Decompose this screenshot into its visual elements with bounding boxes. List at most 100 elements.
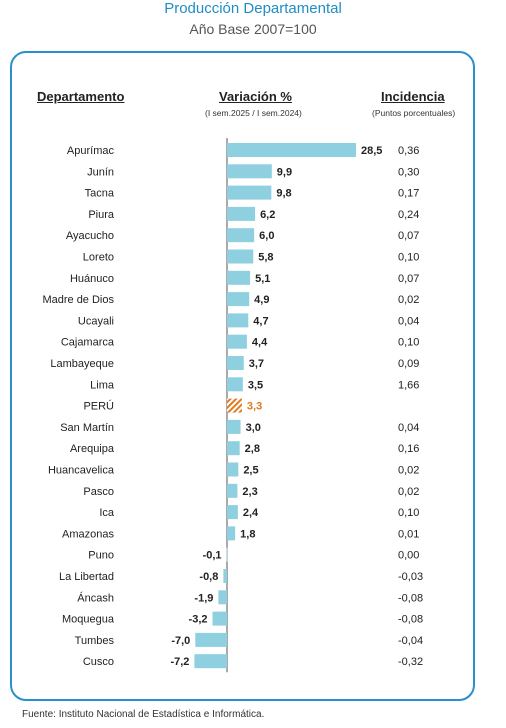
value-label: 5,1: [255, 273, 270, 285]
category-label: Pasco: [83, 486, 114, 498]
category-label: Amazonas: [62, 528, 114, 540]
incidence-label: 0,30: [398, 166, 419, 178]
chart-title: Producción Departamental: [164, 0, 342, 17]
category-label: Apurímac: [67, 145, 115, 157]
bar: [227, 356, 244, 370]
category-label: Puno: [88, 550, 114, 562]
value-label: -0,1: [203, 550, 222, 562]
bar: [223, 569, 227, 583]
category-label: Huancavelica: [48, 465, 115, 477]
source-note: Fuente: Instituto Nacional de Estadístic…: [22, 709, 265, 720]
bar: [227, 483, 238, 498]
value-label: 2,5: [243, 465, 258, 477]
variation-subheader: (I sem.2025 / I sem.2024): [205, 108, 302, 118]
incidence-label: 1,66: [398, 379, 419, 391]
category-label: Ayacucho: [66, 230, 114, 242]
category-label: Moquegua: [62, 614, 115, 626]
incidence-label: 0,09: [398, 358, 419, 370]
department-header: Departamento: [37, 89, 125, 104]
value-label: 9,9: [277, 166, 292, 178]
bar: [227, 164, 272, 179]
category-label: Cajamarca: [61, 337, 115, 349]
category-label: Tacna: [85, 188, 115, 200]
chart-subtitle: Año Base 2007=100: [189, 21, 317, 37]
incidence-label: -0,08: [398, 592, 423, 604]
value-label: 2,3: [242, 486, 257, 498]
chart-frame: [10, 51, 475, 701]
highlight-bar: [227, 398, 242, 413]
bar: [227, 270, 251, 285]
bar: [227, 441, 240, 456]
incidence-subheader: (Puntos porcentuales): [372, 108, 456, 118]
category-label: San Martín: [60, 422, 114, 434]
incidence-label: 0,04: [398, 315, 419, 327]
incidence-header: Incidencia: [381, 89, 445, 104]
bar: [227, 377, 243, 392]
value-label: 5,8: [258, 252, 273, 264]
incidence-label: -0,03: [398, 571, 423, 583]
category-label: Lima: [90, 379, 115, 391]
bar: [227, 462, 239, 477]
value-label: 3,5: [248, 379, 263, 391]
incidence-label: 0,02: [398, 294, 419, 306]
value-label: -7,2: [170, 656, 189, 668]
bar: [218, 590, 227, 605]
incidence-label: -0,04: [398, 635, 423, 647]
incidence-label: 0,07: [398, 230, 419, 242]
category-label: Junín: [87, 166, 114, 178]
category-label: Huánuco: [70, 273, 114, 285]
bar: [227, 143, 356, 157]
category-label: Madre de Dios: [42, 294, 114, 306]
value-label: 6,0: [259, 230, 274, 242]
incidence-label: 0,07: [398, 273, 419, 285]
value-label: 9,8: [276, 188, 291, 200]
bar: [227, 526, 236, 541]
value-label: -3,2: [189, 614, 208, 626]
bar: [227, 228, 255, 243]
category-label: PERÚ: [83, 400, 114, 413]
incidence-label: 0,02: [398, 486, 419, 498]
category-label: Áncash: [77, 591, 114, 604]
value-label: 2,8: [245, 443, 260, 455]
category-label: Loreto: [83, 252, 114, 264]
value-label: 2,4: [243, 507, 259, 519]
incidence-label: 0,10: [398, 507, 419, 519]
bar: [227, 249, 254, 264]
bar: [227, 206, 256, 221]
bar: [227, 185, 272, 200]
value-label: 3,0: [246, 422, 261, 434]
category-label: Tumbes: [75, 635, 115, 647]
incidence-label: 0,24: [398, 209, 419, 221]
value-label: -0,8: [199, 571, 218, 583]
category-label: La Libertad: [59, 571, 114, 583]
incidence-label: 0,01: [398, 528, 419, 540]
value-label: -7,0: [171, 635, 190, 647]
value-label: 6,2: [260, 209, 275, 221]
bar: [226, 547, 228, 562]
value-label: 4,7: [253, 315, 268, 327]
bar: [227, 419, 241, 434]
bar: [195, 632, 227, 647]
bar: [194, 654, 227, 669]
value-label: 1,8: [240, 528, 255, 540]
category-label: Arequipa: [70, 443, 115, 455]
category-label: Piura: [88, 209, 115, 221]
incidence-label: 0,36: [398, 145, 419, 157]
value-label: 3,7: [249, 358, 264, 370]
value-label: -1,9: [194, 592, 213, 604]
value-label: 28,5: [361, 145, 382, 157]
bar: [227, 292, 250, 307]
incidence-label: 0,10: [398, 337, 419, 349]
incidence-label: -0,32: [398, 656, 423, 668]
value-label: 4,9: [254, 294, 269, 306]
bar: [227, 505, 238, 520]
variation-header: Variación %: [219, 89, 292, 104]
category-label: Cusco: [83, 656, 114, 668]
category-label: Ica: [99, 507, 115, 519]
value-label: 4,4: [252, 337, 268, 349]
bar: [227, 334, 247, 349]
incidence-label: 0,16: [398, 443, 419, 455]
incidence-label: 0,00: [398, 550, 419, 562]
incidence-label: 0,04: [398, 422, 419, 434]
